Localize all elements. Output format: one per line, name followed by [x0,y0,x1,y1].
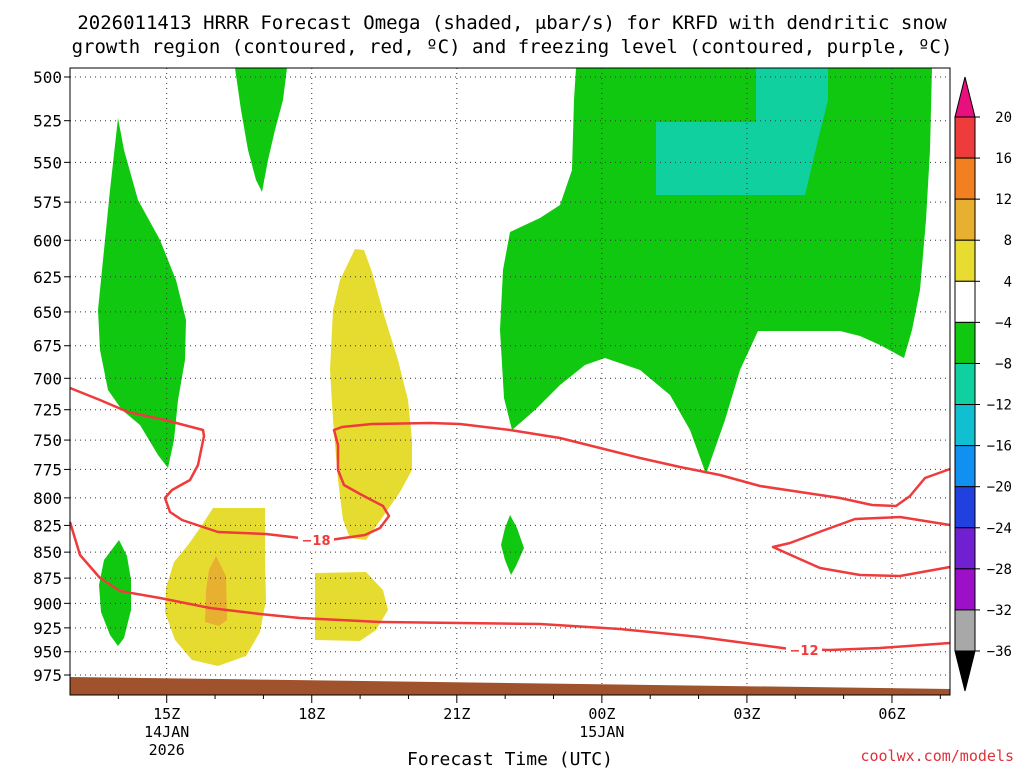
colorbar-swatch [954,116,976,159]
contour-label-minus12: −12 [790,644,819,659]
omega-region-green [235,68,287,192]
colorbar-swatch [954,239,976,282]
colorbar-swatch [954,609,976,652]
colorbar-label: −24 [987,521,1012,537]
colorbar-label: 4 [1004,274,1012,290]
colorbar-swatch [954,486,976,529]
contour-minus12-closed [771,515,951,578]
y-tick-label: 800 [33,489,62,508]
colorbar-label: −20 [987,480,1012,496]
x-tick-label: 21Z [443,705,470,723]
colorbar-swatch [954,527,976,570]
colorbar-swatch [954,568,976,611]
colorbar-label: 16 [995,151,1012,167]
y-tick-label: 600 [33,231,62,250]
y-tick-label: 900 [33,594,62,613]
omega-region-yellow [330,249,412,540]
y-tick-label: 725 [33,401,62,420]
y-tick-label: 950 [33,643,62,662]
omega-region-green [500,68,932,474]
x-tick-date: 14JAN [144,723,189,741]
omega-region-green [99,540,131,646]
ground-terrain [70,677,950,695]
y-tick-label: 500 [33,68,62,87]
contour-minus18-upper [69,386,301,540]
colorbar-top-arrow [954,76,976,118]
omega-region-green [501,515,524,575]
omega-shading [98,68,932,666]
colorbar-swatch [954,198,976,241]
y-tick-label: 825 [33,516,62,535]
y-tick-label: 850 [33,543,62,562]
y-tick-label: 550 [33,153,62,172]
contour-minus18-closed [329,421,951,542]
x-tick-label: 18Z [298,705,325,723]
omega-region-yellow [315,572,388,641]
grid-lines [70,68,950,695]
colorbar-label: −28 [987,562,1012,578]
x-tick-year: 2026 [149,741,185,759]
y-tick-label: 975 [33,666,62,685]
colorbar-swatch [954,321,976,364]
colorbar-label: −36 [987,644,1012,660]
colorbar-label: −4 [995,315,1012,331]
colorbar-label: 8 [1004,233,1012,249]
x-tick-label: 03Z [733,705,760,723]
colorbar-swatch [954,280,976,323]
y-axis: 500 525 550 575 600 625 650 675 700 725 750 775 800 8… [33,68,70,685]
x-tick-label: 06Z [878,705,905,723]
colorbar-label: −8 [995,356,1012,372]
colorbar-swatch [954,404,976,447]
y-tick-label: 650 [33,303,62,322]
colorbar-bottom-arrow [954,650,976,692]
credit-text: coolwx.com/models [860,747,1014,765]
colorbar-swatch [954,362,976,406]
colorbar-label: −32 [987,603,1012,619]
colorbar-label: 20 [995,110,1012,126]
y-tick-label: 675 [33,337,62,356]
omega-region-teal [656,68,828,195]
colorbar-label: −16 [987,439,1012,455]
colorbar-label: −12 [987,398,1012,414]
contour-label-minus18: −18 [302,534,331,549]
x-axis-label: Forecast Time (UTC) [407,749,613,768]
chart-title-line1: 2026011413 HRRR Forecast Omega (shaded, … [77,12,947,34]
colorbar-label: 12 [995,192,1012,208]
x-tick-label: 00Z [588,705,615,723]
x-tick-date: 15JAN [579,723,624,741]
y-tick-label: 625 [33,268,62,287]
y-tick-label: 750 [33,431,62,450]
y-tick-label: 925 [33,619,62,638]
y-tick-label: 525 [33,112,62,131]
omega-region-green [98,118,186,468]
y-tick-label: 875 [33,569,62,588]
plot-area: −18 −12 500 525 550 575 600 625 650 675 700 725 75… [33,67,951,759]
plot-frame [69,67,951,696]
y-tick-label: 700 [33,369,62,388]
colorbar-swatch [954,157,976,200]
colorbar: 20 16 12 8 4 −4 −8 −12 −16 −20 −24 −28 −32 −36 [954,76,1012,692]
colorbar-swatch [954,445,976,488]
chart-title-line2: growth region (contoured, red, ºC) and f… [72,36,953,58]
x-tick-label: 15Z [153,705,180,723]
contour-labels: −18 −12 [298,532,822,659]
y-tick-label: 575 [33,193,62,212]
y-tick-label: 775 [33,460,62,479]
